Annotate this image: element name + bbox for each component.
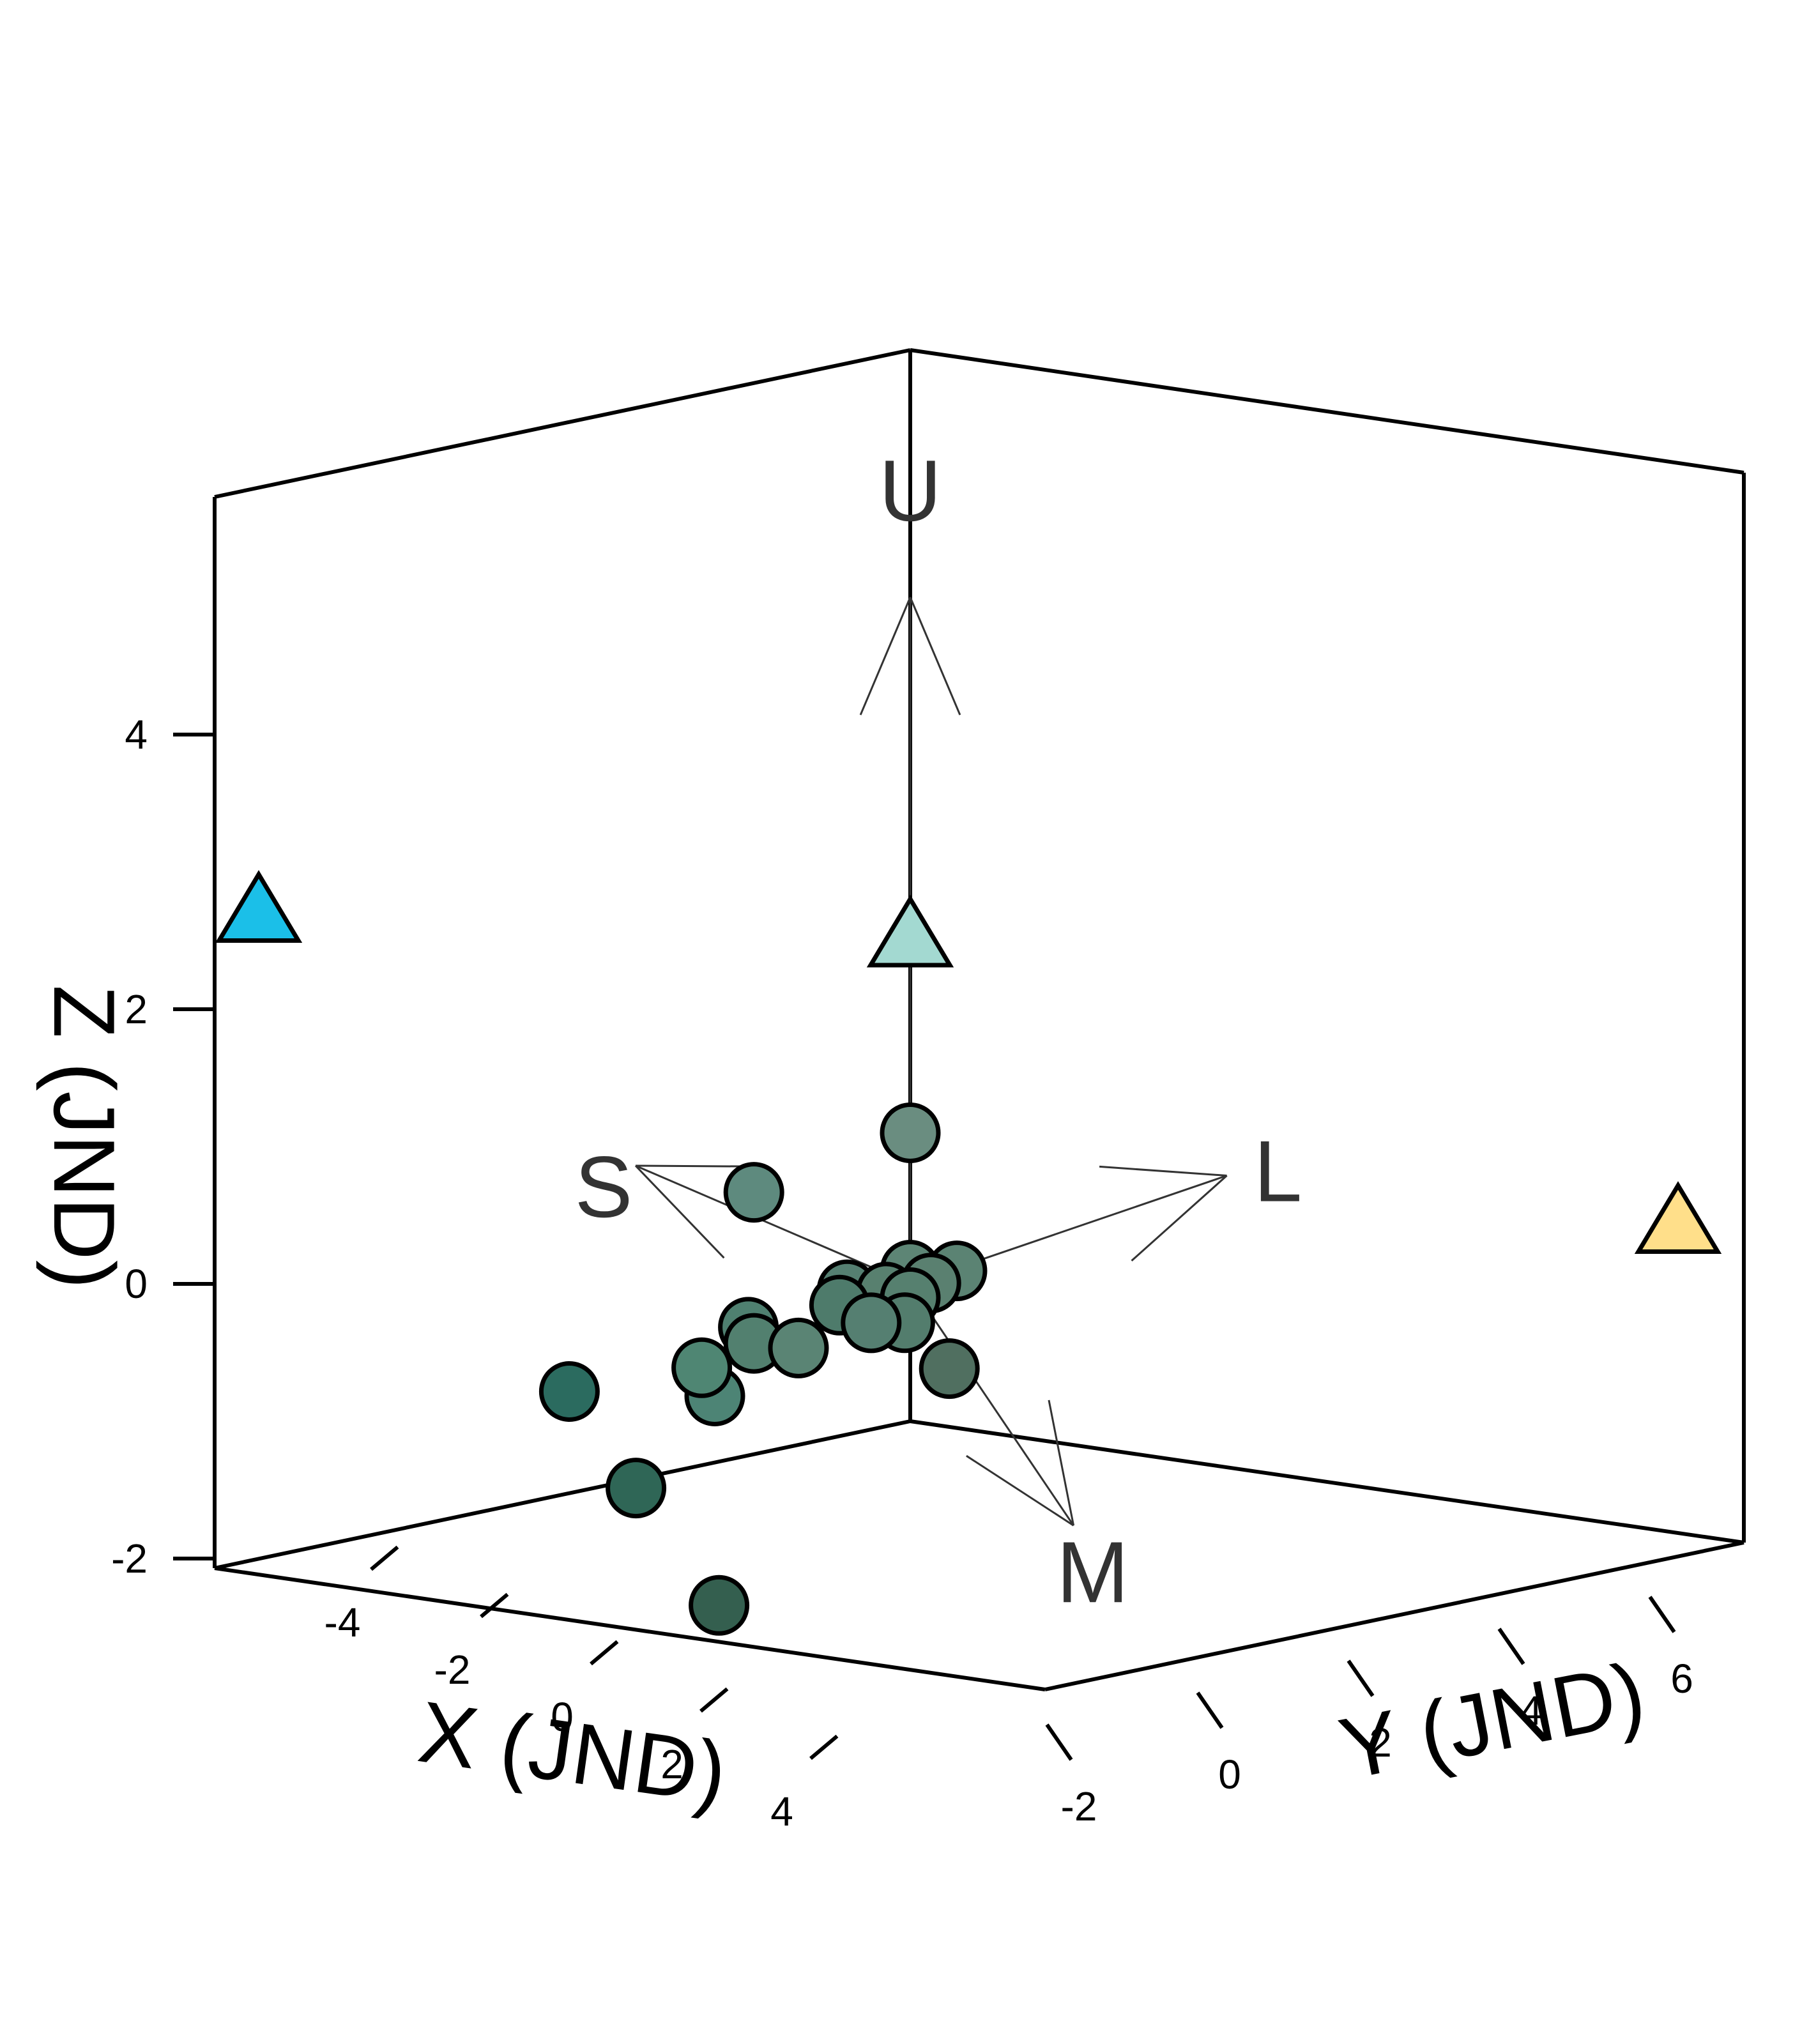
data-point bbox=[919, 1338, 980, 1400]
y-tick-mark bbox=[1045, 1723, 1073, 1761]
data-point bbox=[880, 1102, 941, 1163]
data-point bbox=[841, 1292, 902, 1354]
y-tick-label: 6 bbox=[1670, 1656, 1693, 1702]
triangle-point bbox=[215, 870, 303, 943]
y-tick-label: -2 bbox=[1061, 1783, 1097, 1829]
z-tick-label: -2 bbox=[111, 1536, 148, 1582]
vector-arrowhead bbox=[1131, 1175, 1228, 1262]
y-tick-mark bbox=[1347, 1659, 1375, 1697]
data-points bbox=[215, 870, 1722, 1636]
z-tick-label: 2 bbox=[125, 986, 148, 1032]
x-tick-label: 4 bbox=[770, 1788, 793, 1834]
box-edge-floor-front-right bbox=[1044, 1541, 1744, 1691]
y-tick-mark bbox=[1648, 1596, 1676, 1633]
vector-line bbox=[635, 1164, 911, 1285]
x-tick-label: -4 bbox=[324, 1599, 361, 1645]
y-tick-label: 0 bbox=[1218, 1751, 1241, 1797]
vector-label: L bbox=[1254, 1123, 1302, 1220]
axes: -4 -2 0 2 4 -2 0 2 4 6 -2 0 2 4 bbox=[111, 712, 1693, 1834]
triangle-point bbox=[866, 894, 954, 968]
box-edge-top-left bbox=[214, 348, 911, 499]
y-tick-label: 2 bbox=[1369, 1720, 1392, 1766]
y-tick-mark bbox=[1196, 1691, 1224, 1729]
receptor-vectors: U L M S bbox=[575, 442, 1302, 1621]
data-point bbox=[723, 1162, 784, 1223]
y-tick-mark bbox=[1497, 1628, 1525, 1665]
receptor-vector: M bbox=[909, 1283, 1129, 1621]
data-point bbox=[671, 1337, 733, 1398]
vector-arrowhead bbox=[859, 597, 912, 715]
x-tick-mark bbox=[809, 1734, 839, 1760]
y-tick-label: 4 bbox=[1520, 1688, 1543, 1734]
z-tick-label: 4 bbox=[125, 712, 148, 758]
vector-arrowhead bbox=[909, 597, 961, 715]
data-point bbox=[606, 1458, 667, 1519]
vector-label: U bbox=[879, 442, 942, 539]
data-point bbox=[768, 1317, 829, 1378]
vector-arrowhead bbox=[634, 1164, 725, 1259]
x-tick-mark bbox=[699, 1687, 729, 1713]
box-edge-floor-front-left bbox=[214, 1566, 1046, 1691]
vector-arrowhead bbox=[1048, 1400, 1075, 1526]
box-edge-floor-back-left bbox=[214, 1419, 911, 1570]
box-edge-top-right bbox=[910, 348, 1744, 475]
data-point bbox=[689, 1575, 750, 1636]
vector-label: S bbox=[575, 1138, 633, 1235]
z-tick-label: 0 bbox=[125, 1261, 148, 1307]
x-axis-title: X (JND) bbox=[413, 1683, 733, 1822]
x-tick-label: -2 bbox=[434, 1647, 471, 1693]
z-axis-title: Z (JND) bbox=[36, 985, 133, 1289]
box-edge-floor-back-right bbox=[910, 1419, 1744, 1544]
box-frame bbox=[213, 348, 1746, 1691]
vector-arrowhead bbox=[1099, 1165, 1227, 1177]
x-tick-mark bbox=[480, 1592, 509, 1619]
data-point bbox=[538, 1361, 600, 1422]
vector-label: M bbox=[1057, 1523, 1129, 1621]
y-axis-title: Y (JND) bbox=[1332, 1644, 1652, 1797]
x-tick-mark bbox=[370, 1545, 399, 1571]
triangle-point bbox=[1634, 1181, 1722, 1254]
vector-arrowhead bbox=[966, 1454, 1074, 1527]
x-tick-label: 0 bbox=[551, 1694, 574, 1740]
x-tick-mark bbox=[590, 1640, 619, 1666]
vector-line bbox=[909, 1283, 1074, 1527]
x-tick-label: 2 bbox=[660, 1741, 683, 1787]
